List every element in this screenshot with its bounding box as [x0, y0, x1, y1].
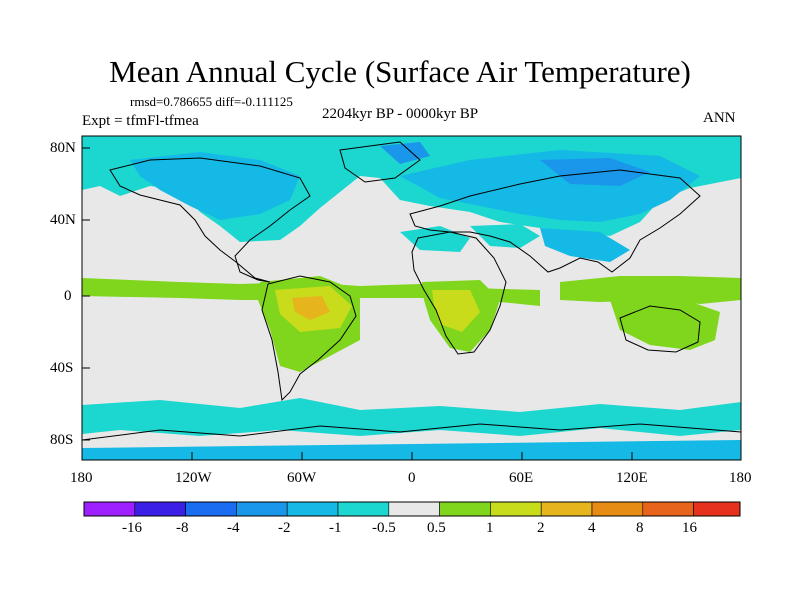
page-title: Mean Annual Cycle (Surface Air Temperatu…: [109, 54, 691, 89]
statistics-line: rmsd=0.786655 diff=-0.111125: [130, 94, 293, 110]
lat-label-40n: 40N: [50, 212, 76, 228]
cooling-region-mediterranean: [470, 224, 540, 248]
colorbar-segment-8: [439, 501, 491, 517]
colorbar-frame: [83, 501, 741, 517]
warming-core-africa: [432, 290, 480, 332]
coastline-greenland: [339, 141, 421, 183]
rmsd-value: 0.786655: [163, 94, 213, 109]
cooling-region-north-america: [130, 152, 300, 220]
temperature-field: [82, 136, 741, 460]
lon-label-60w: 60W: [287, 470, 317, 486]
colorbar-segment-9: [490, 501, 542, 517]
lon-label-60e: 60E: [509, 470, 534, 486]
colorbar-segment-13: [693, 501, 741, 517]
colorbar-segment-3: [185, 501, 237, 517]
colorbar-segment-1: [83, 501, 136, 517]
warming-band-indo-pacific: [560, 276, 741, 304]
coastline-australia: [619, 305, 701, 353]
coastline-antarctica: [82, 423, 741, 441]
season-label: ANN: [703, 110, 736, 126]
colorbar-label-10: 4: [588, 520, 596, 536]
coastline-africa: [411, 231, 507, 355]
colorbar-label-1: -16: [122, 520, 142, 536]
coastlines: [82, 141, 741, 441]
colorbar-label-6: -0.5: [372, 520, 396, 536]
coastline-north-america: [109, 157, 311, 283]
colorbar-label-11: 8: [636, 520, 644, 536]
cooling-region-antarctic: [82, 440, 741, 460]
diff-value: -0.111125: [241, 94, 293, 109]
colorbar-segment-12: [642, 501, 694, 517]
lat-label-0: 0: [64, 288, 72, 304]
colorbar-label-8: 1: [486, 520, 494, 536]
colorbar-label-9: 2: [537, 520, 545, 536]
rmsd-label: rmsd=: [130, 94, 164, 109]
colorbar-label-3: -4: [227, 520, 240, 536]
lon-label-0: 0: [408, 470, 416, 486]
colorbar-segment-10: [540, 501, 593, 517]
diff-label: diff=: [215, 94, 242, 109]
period-label: 2204kyr BP - 0000kyr BP: [322, 106, 479, 122]
colorbar-segment-2: [134, 501, 186, 517]
warming-max-amazon: [292, 296, 330, 320]
colorbar-segment-5: [286, 501, 339, 517]
lat-label-80n: 80N: [50, 140, 76, 156]
colorbar-label-4: -2: [278, 520, 291, 536]
lat-label-40s: 40S: [50, 360, 74, 376]
colorbar: [83, 501, 741, 517]
lon-label-120e: 120E: [616, 470, 648, 486]
cooling-core-greenland: [380, 142, 430, 164]
colorbar-label-2: -8: [176, 520, 189, 536]
axis-ticks: [82, 147, 633, 460]
colorbar-segment-7: [388, 501, 440, 517]
colorbar-segment-11: [591, 501, 644, 517]
colorbar-label-7: 0.5: [427, 520, 446, 536]
colorbar-label-5: -1: [329, 520, 342, 536]
experiment-label: Expt = tfmFl-tfmea: [82, 113, 199, 129]
coastline-south-america: [261, 275, 357, 402]
colorbar-label-12: 16: [682, 520, 697, 536]
cooling-region-asia-south: [540, 228, 630, 262]
cooling-region-southern-ocean: [82, 398, 741, 436]
lon-label-120w: 120W: [175, 470, 212, 486]
lon-label-180e: 180: [729, 470, 752, 486]
lon-label-180w: 180: [70, 470, 93, 486]
colorbar-segment-4: [236, 501, 288, 517]
lat-label-80s: 80S: [50, 432, 74, 448]
coastline-eurasia: [409, 169, 701, 273]
colorbar-segment-6: [337, 501, 390, 517]
